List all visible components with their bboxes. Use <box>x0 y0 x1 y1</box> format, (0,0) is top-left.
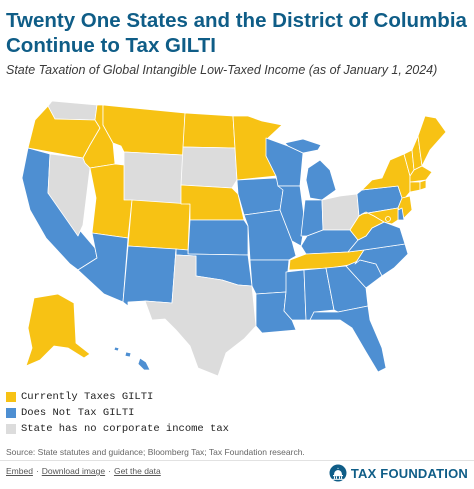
state-NE <box>180 184 245 221</box>
state-MI <box>284 138 322 154</box>
state-WA <box>47 100 98 121</box>
source-note: Source: State statutes and guidance; Blo… <box>6 447 305 457</box>
chart-subtitle: State Taxation of Global Intangible Low-… <box>6 63 438 77</box>
footer-links: Embed · Download image · Get the data <box>6 466 161 476</box>
state-ND <box>182 112 236 149</box>
state-RI <box>419 179 427 191</box>
legend-swatch-no-tax <box>6 407 16 418</box>
tax-foundation-logo[interactable]: TAX FOUNDATION <box>329 464 468 482</box>
get-data-link[interactable]: Get the data <box>113 466 161 476</box>
state-MT <box>102 104 186 156</box>
state-FL <box>309 305 387 373</box>
legend-label-taxes: Currently Taxes GILTI <box>21 390 154 403</box>
state-MI-lower <box>305 159 337 201</box>
footer-separator: · <box>108 466 111 476</box>
state-HI-3 <box>113 346 120 352</box>
state-IN <box>300 199 324 237</box>
state-HI <box>137 357 151 371</box>
us-map <box>21 100 447 377</box>
brand-name: TAX FOUNDATION <box>350 465 468 481</box>
state-MS <box>283 269 307 321</box>
state-CO <box>127 199 191 251</box>
state-AK <box>25 293 91 367</box>
footer-divider <box>0 460 474 461</box>
map-legend: Currently Taxes GILTI Does Not Tax GILTI… <box>6 389 468 437</box>
state-IA <box>236 177 284 216</box>
state-DC <box>385 216 391 222</box>
embed-link[interactable]: Embed <box>6 466 33 476</box>
footer-separator: · <box>35 466 39 476</box>
state-ME <box>417 115 447 167</box>
state-SD <box>180 146 238 189</box>
legend-label-no-tax: Does Not Tax GILTI <box>21 406 135 419</box>
state-HI-2 <box>124 351 132 358</box>
download-image-link[interactable]: Download image <box>41 466 106 476</box>
legend-label-no-corporate-tax: State has no corporate income tax <box>21 422 229 435</box>
state-TX <box>144 248 257 377</box>
state-IL <box>277 185 306 247</box>
chart-title: Twenty One States and the District of Co… <box>6 9 467 57</box>
capitol-dome-icon <box>329 464 347 482</box>
legend-swatch-no-corporate-tax <box>6 423 16 434</box>
state-CT <box>409 181 421 193</box>
state-KS <box>187 219 249 256</box>
legend-item-no-corporate-tax: State has no corporate income tax <box>6 421 468 436</box>
legend-swatch-taxes <box>6 391 16 402</box>
state-AR <box>249 259 290 295</box>
legend-item-no-tax: Does Not Tax GILTI <box>6 405 468 420</box>
state-NM <box>122 245 177 307</box>
state-AZ <box>77 232 129 303</box>
state-WY <box>123 151 184 205</box>
legend-item-taxes: Currently Taxes GILTI <box>6 389 468 404</box>
